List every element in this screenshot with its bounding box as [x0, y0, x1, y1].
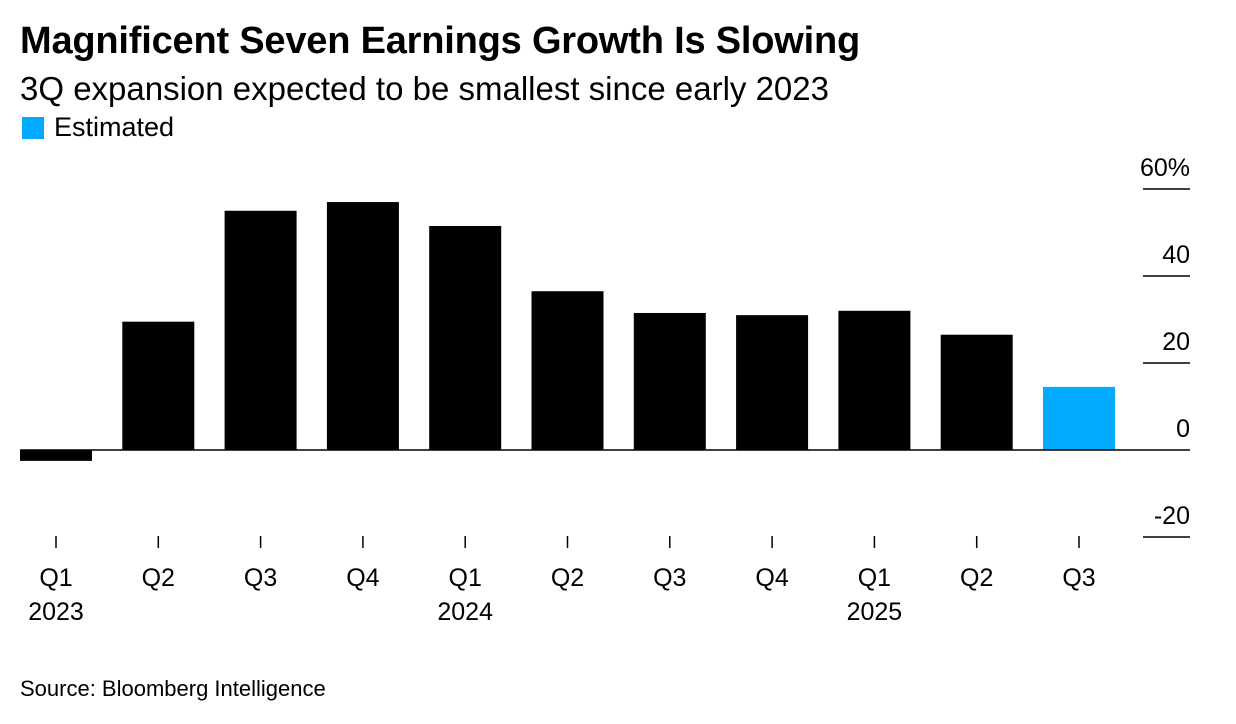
bar-9 [940, 334, 1013, 450]
y-tick-label-2: 20 [1162, 328, 1190, 356]
bar-3 [326, 202, 399, 450]
y-tick-label-1: 40 [1162, 241, 1190, 269]
bar-4 [429, 225, 502, 450]
x-tick-label-9: Q2 [960, 564, 993, 592]
x-tick-label-1: Q2 [142, 564, 175, 592]
x-year-label-0: 2023 [28, 598, 84, 626]
x-tick-label-4: Q1 [449, 564, 482, 592]
legend: Estimated [22, 112, 174, 143]
x-tick-label-7: Q4 [755, 564, 788, 592]
x-year-label-2: 2025 [847, 598, 903, 626]
x-tick-label-2: Q3 [244, 564, 277, 592]
x-tick-label-6: Q3 [653, 564, 686, 592]
bar-7 [736, 315, 809, 450]
y-tick-label-3: 0 [1176, 415, 1190, 443]
x-year-label-1: 2024 [437, 598, 493, 626]
bar-10 [1043, 386, 1115, 450]
bar-2 [224, 210, 297, 450]
x-tick-label-5: Q2 [551, 564, 584, 592]
chart-subtitle: 3Q expansion expected to be smallest sin… [20, 70, 829, 107]
legend-swatch-estimated [22, 116, 44, 139]
bar-0 [20, 450, 92, 461]
legend-label-estimated: Estimated [54, 112, 175, 142]
x-tick-label-0: Q1 [39, 564, 72, 592]
chart-title: Magnificent Seven Earnings Growth Is Slo… [20, 20, 860, 62]
source-note: Source: Bloomberg Intelligence [20, 676, 326, 701]
bar-6 [633, 312, 706, 450]
x-tick-label-3: Q4 [346, 564, 379, 592]
bar-5 [531, 291, 604, 450]
y-tick-label-0: 60% [1140, 154, 1190, 182]
y-tick-label-4: -20 [1154, 502, 1190, 530]
bar-8 [838, 310, 911, 450]
bar-1 [122, 321, 195, 450]
x-tick-label-8: Q1 [858, 564, 891, 592]
x-tick-label-10: Q3 [1062, 564, 1095, 592]
